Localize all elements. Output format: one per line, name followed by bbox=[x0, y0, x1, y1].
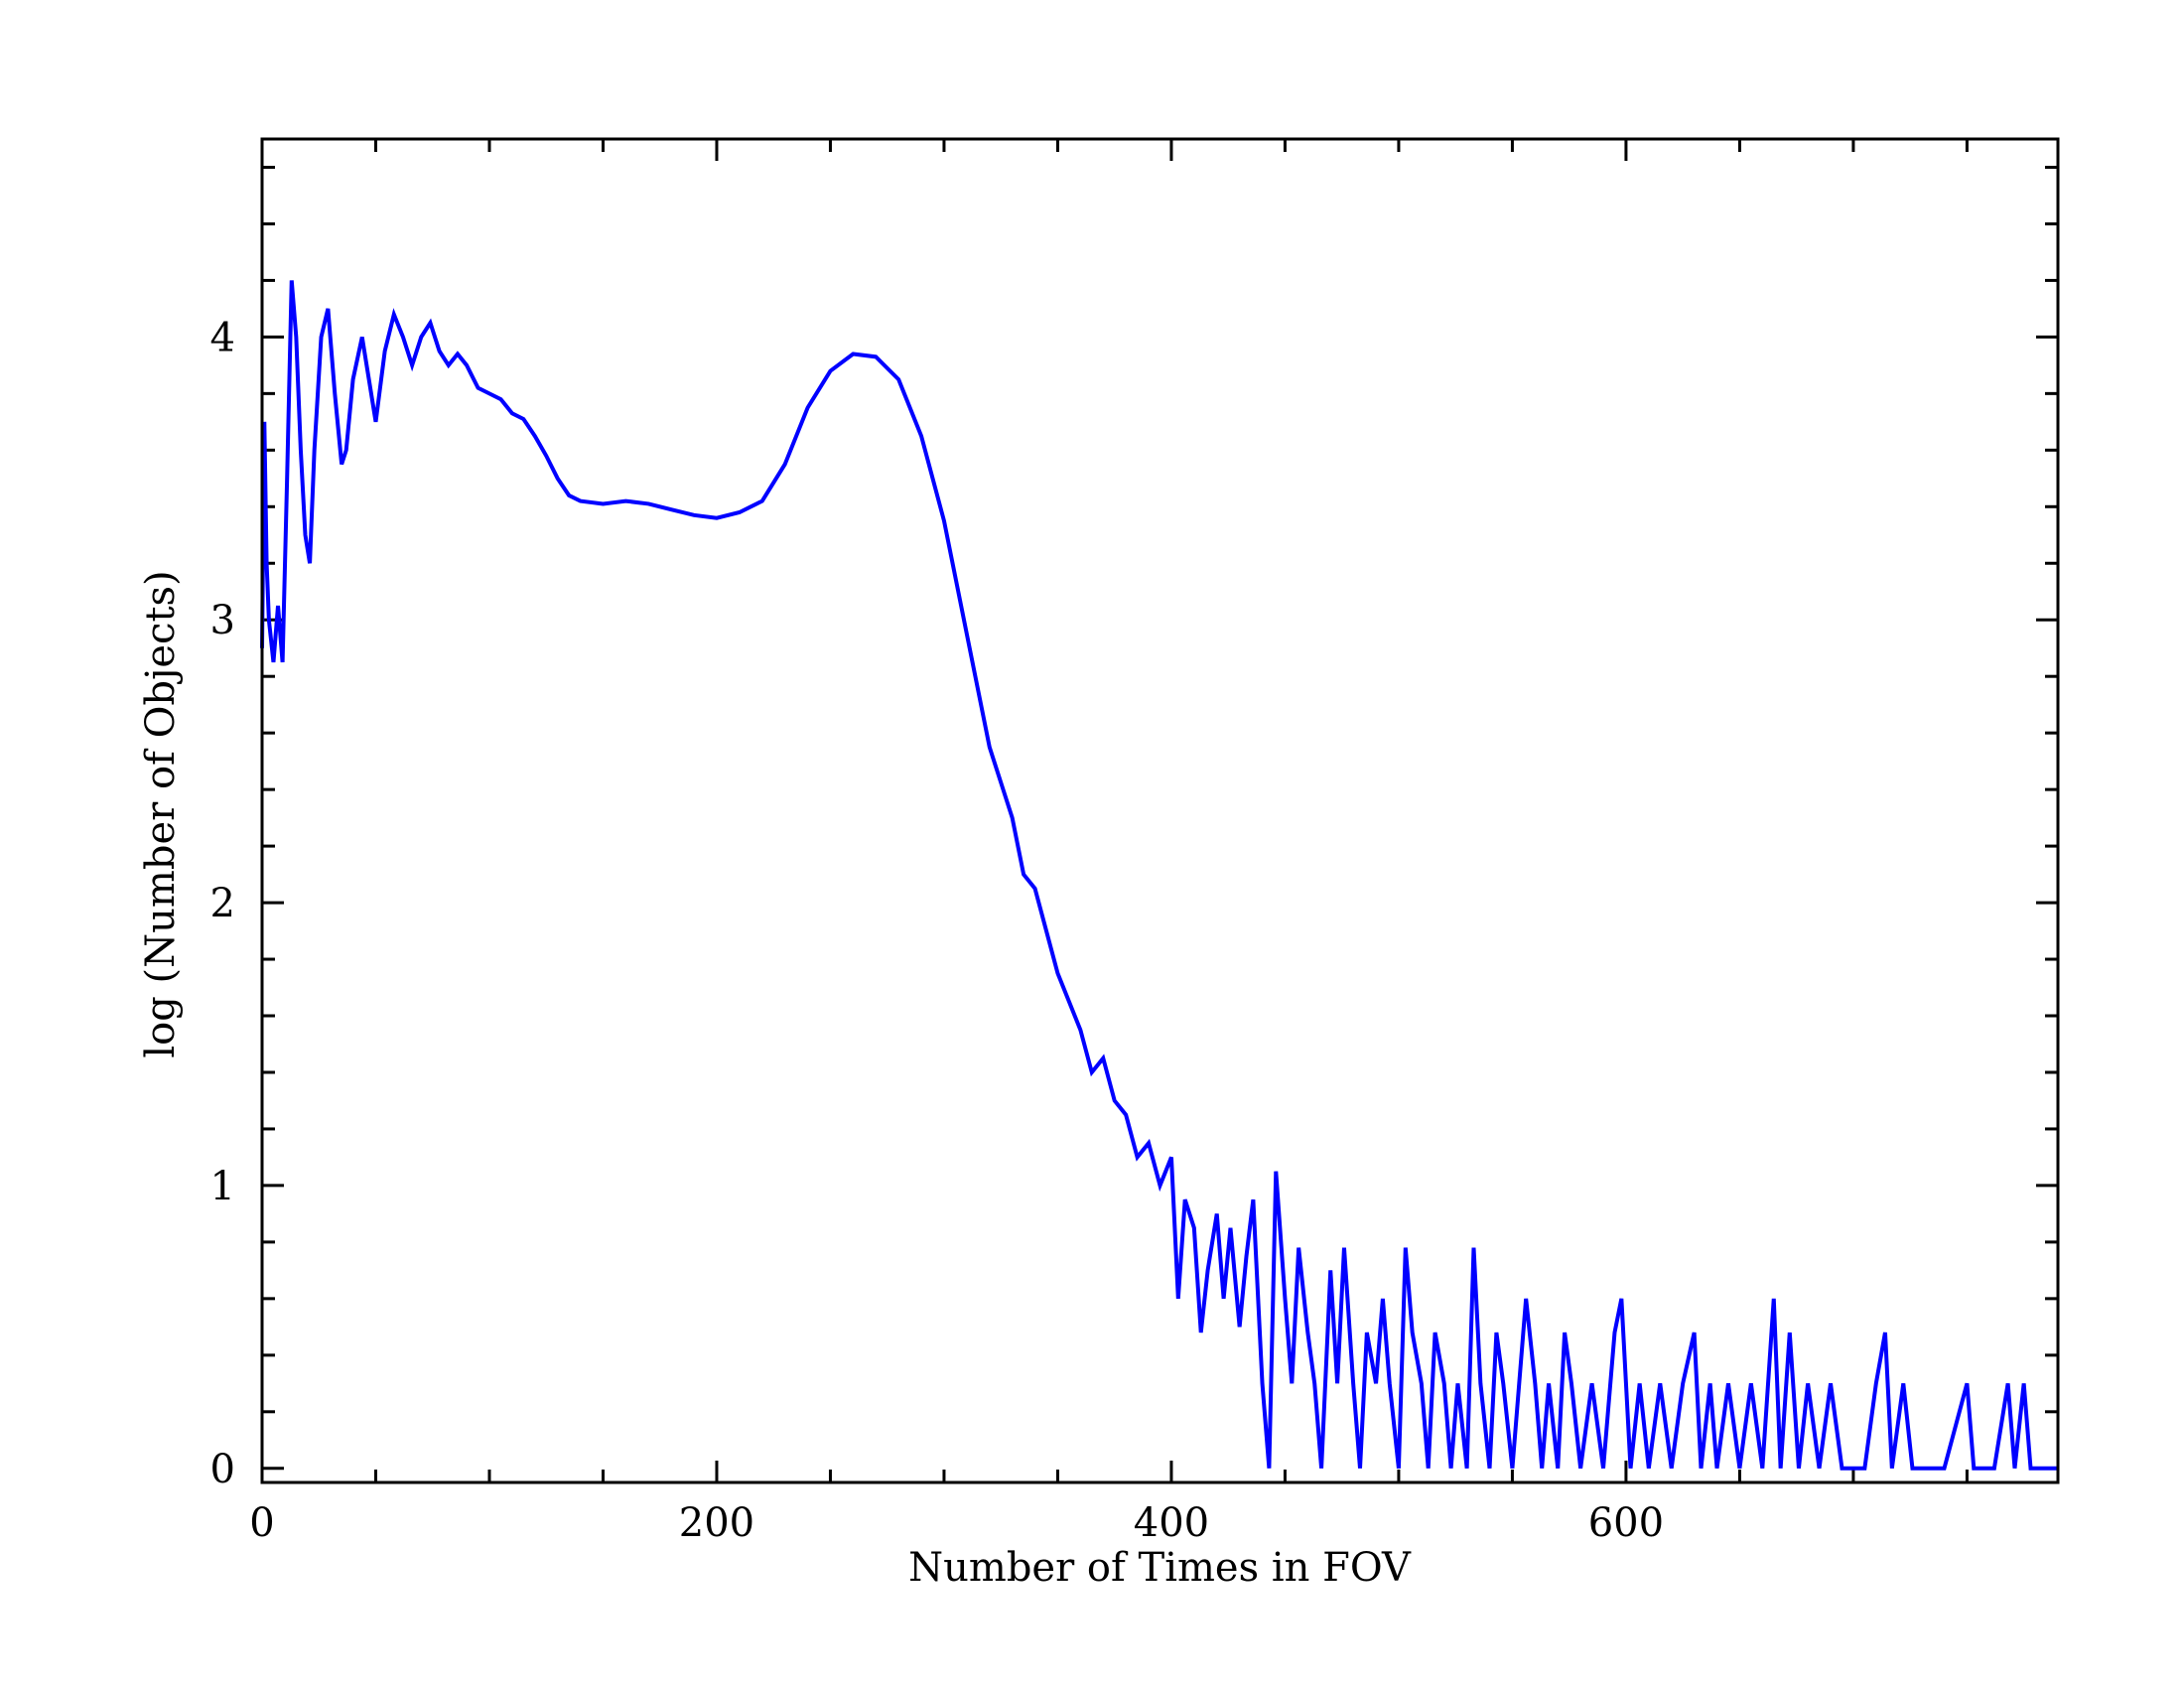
x-tick-label: 200 bbox=[679, 1500, 754, 1546]
data-line bbox=[260, 280, 2058, 1471]
x-tick-label: 400 bbox=[1134, 1500, 1209, 1546]
x-tick-label: 0 bbox=[249, 1500, 274, 1546]
y-tick-label: 2 bbox=[210, 881, 235, 926]
y-axis-label: log (Number of Objects) bbox=[138, 570, 184, 1057]
y-tick-label: 4 bbox=[210, 315, 235, 360]
y-tick-label: 0 bbox=[210, 1447, 235, 1492]
x-tick-label: 600 bbox=[1588, 1500, 1664, 1546]
y-tick-label: 1 bbox=[210, 1164, 235, 1209]
y-tick-label: 3 bbox=[210, 598, 235, 643]
plot-frame bbox=[260, 137, 2060, 1484]
x-axis-label: Number of Times in FOV bbox=[908, 1545, 1412, 1591]
